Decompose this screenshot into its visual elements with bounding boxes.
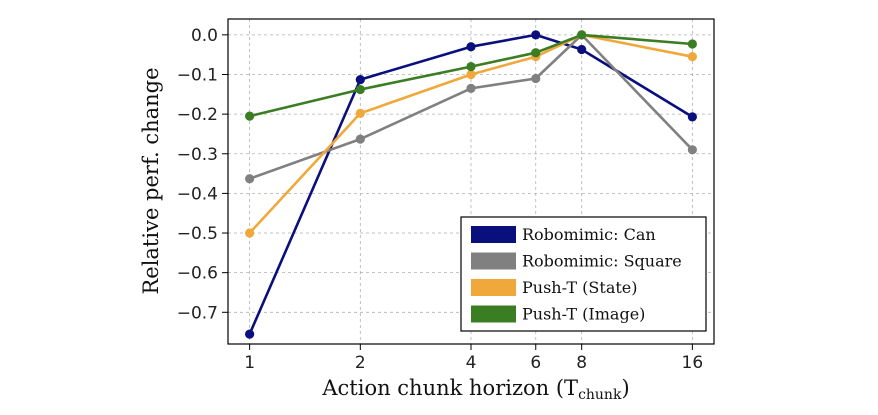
data-point <box>466 61 476 72</box>
data-point <box>531 48 541 58</box>
data-point <box>355 75 365 85</box>
x-axis-ticks: 1 2 4 6 8 16 <box>244 344 703 373</box>
x-tick-label: 1 <box>244 353 255 373</box>
data-point <box>245 111 255 121</box>
series-line <box>249 33 693 118</box>
plot-frame <box>227 18 715 345</box>
data-point <box>577 44 587 55</box>
data-point <box>466 69 476 80</box>
y-tick-label: −0.1 <box>177 65 218 85</box>
x-axis-title: Action chunk horizon (Tchunk) <box>321 376 629 403</box>
data-point <box>577 30 587 40</box>
x-axis-title-main: Action chunk horizon (T <box>321 376 578 400</box>
legend-label: Push-T (State) <box>522 278 638 297</box>
legend-label: Push-T (Image) <box>522 305 645 324</box>
legend-swatch <box>471 226 516 243</box>
x-tick-label: 8 <box>576 353 587 373</box>
y-tick-label: −0.3 <box>177 145 218 165</box>
y-tick-label: 0.0 <box>191 26 218 46</box>
data-point <box>466 42 476 52</box>
x-tick-label: 6 <box>530 353 541 373</box>
x-axis-title-close: ) <box>621 376 629 400</box>
legend-swatch <box>471 252 516 270</box>
legend-swatch <box>471 305 516 323</box>
legend-label: Robomimic: Square <box>522 252 682 271</box>
y-tick-label: −0.4 <box>177 184 218 204</box>
y-tick-label: −0.6 <box>177 264 218 284</box>
data-point <box>687 39 697 49</box>
data-point <box>687 112 697 122</box>
data-point <box>355 108 365 118</box>
x-tick-label: 2 <box>355 353 366 373</box>
x-tick-label: 4 <box>466 353 477 373</box>
legend-swatch <box>471 279 516 296</box>
x-axis-title-sub: chunk <box>578 387 622 403</box>
legend: Robomimic: Can Robomimic: Square Push-T (S… <box>460 216 707 332</box>
data-point <box>245 174 255 184</box>
y-axis-title: Relative perf. change <box>139 67 163 294</box>
data-point <box>687 52 697 62</box>
series-line <box>248 33 694 335</box>
y-tick-label: −0.7 <box>177 303 218 323</box>
legend-label: Robomimic: Can <box>522 225 656 244</box>
data-point <box>245 228 255 238</box>
data-point <box>466 83 476 93</box>
series-group <box>245 30 697 339</box>
data-point <box>245 329 255 339</box>
y-tick-label: −0.5 <box>177 224 218 244</box>
y-axis-ticks: 0.0 −0.1 −0.2 −0.3 −0.4 −0.5 −0.6 −0.7 <box>177 26 228 323</box>
data-point <box>531 30 541 40</box>
data-point <box>531 73 541 84</box>
series-line <box>248 33 693 234</box>
x-tick-label: 16 <box>682 353 704 373</box>
y-tick-label: −0.2 <box>177 105 218 125</box>
data-point <box>687 145 697 155</box>
data-point <box>355 134 365 144</box>
data-point <box>355 84 365 95</box>
series-line <box>249 33 694 180</box>
